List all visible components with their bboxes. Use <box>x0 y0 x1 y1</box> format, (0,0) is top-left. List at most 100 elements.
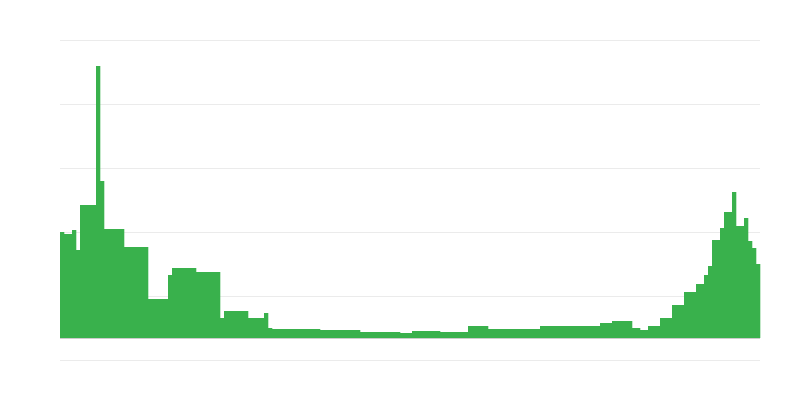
bar <box>404 333 409 338</box>
bar <box>332 330 337 338</box>
bar <box>652 326 657 338</box>
bar <box>472 326 477 338</box>
bar <box>264 313 269 338</box>
bar <box>464 332 469 338</box>
bar <box>612 321 617 338</box>
bar <box>256 318 261 338</box>
bar <box>68 234 73 338</box>
bar <box>344 330 349 338</box>
bar <box>620 321 625 338</box>
bar <box>192 268 197 338</box>
bar <box>180 268 185 338</box>
bar <box>168 275 173 338</box>
bar <box>228 311 233 338</box>
bar <box>524 329 529 338</box>
bar <box>516 329 521 338</box>
bar <box>364 332 369 338</box>
bar <box>508 329 513 338</box>
bar <box>504 329 509 338</box>
bar <box>88 205 93 338</box>
bar <box>304 329 309 338</box>
bar <box>476 326 481 338</box>
bar <box>452 332 457 338</box>
bar <box>212 272 217 338</box>
bar <box>312 329 317 338</box>
bar <box>688 292 693 338</box>
bar <box>260 318 265 338</box>
bar <box>432 331 437 338</box>
bar <box>316 329 321 338</box>
bar <box>340 330 345 338</box>
bar <box>112 229 117 338</box>
bar <box>348 330 353 338</box>
bar <box>280 329 285 338</box>
bar <box>116 229 121 338</box>
bar <box>532 329 537 338</box>
bar <box>584 326 589 338</box>
bar <box>248 318 253 338</box>
bar <box>384 332 389 338</box>
bar <box>456 332 461 338</box>
bar <box>296 329 301 338</box>
bar <box>564 326 569 338</box>
bar <box>160 299 165 338</box>
bar <box>420 331 425 338</box>
bar <box>708 266 713 338</box>
bar <box>164 299 169 338</box>
bar <box>376 332 381 338</box>
bar <box>144 247 149 338</box>
bar <box>412 331 417 338</box>
bar <box>716 240 721 338</box>
bar <box>72 230 77 338</box>
bar <box>336 330 341 338</box>
bar <box>480 326 485 338</box>
bar <box>600 323 605 338</box>
bar <box>392 332 397 338</box>
bar <box>356 330 361 338</box>
bar <box>424 331 429 338</box>
bar <box>388 332 393 338</box>
bar <box>436 331 441 338</box>
bar <box>360 332 365 338</box>
bar <box>104 229 109 338</box>
bar <box>608 323 613 338</box>
bar <box>380 332 385 338</box>
bar <box>252 318 257 338</box>
bar <box>172 268 177 338</box>
bar <box>268 328 273 338</box>
bar <box>468 326 473 338</box>
bar <box>756 264 761 338</box>
bar <box>444 332 449 338</box>
bar <box>720 228 725 338</box>
bar <box>692 292 697 338</box>
bar <box>76 250 81 338</box>
bar <box>80 205 85 338</box>
bar <box>204 272 209 338</box>
bar <box>556 326 561 338</box>
bar <box>528 329 533 338</box>
bar <box>552 326 557 338</box>
bar <box>324 330 329 338</box>
bar <box>288 329 293 338</box>
bar <box>96 66 101 338</box>
bar <box>540 326 545 338</box>
bar <box>732 192 737 338</box>
bar <box>744 218 749 338</box>
bar <box>560 326 565 338</box>
bar <box>460 332 465 338</box>
bar <box>148 299 153 338</box>
bar <box>664 318 669 338</box>
bar <box>400 333 405 338</box>
bar <box>592 326 597 338</box>
bar <box>244 311 249 338</box>
bar <box>156 299 161 338</box>
bar <box>588 326 593 338</box>
bar <box>656 326 661 338</box>
bar <box>596 326 601 338</box>
bar <box>396 332 401 338</box>
bar <box>276 329 281 338</box>
bar <box>200 272 205 338</box>
bar <box>184 268 189 338</box>
bar <box>684 292 689 338</box>
bar <box>632 328 637 338</box>
